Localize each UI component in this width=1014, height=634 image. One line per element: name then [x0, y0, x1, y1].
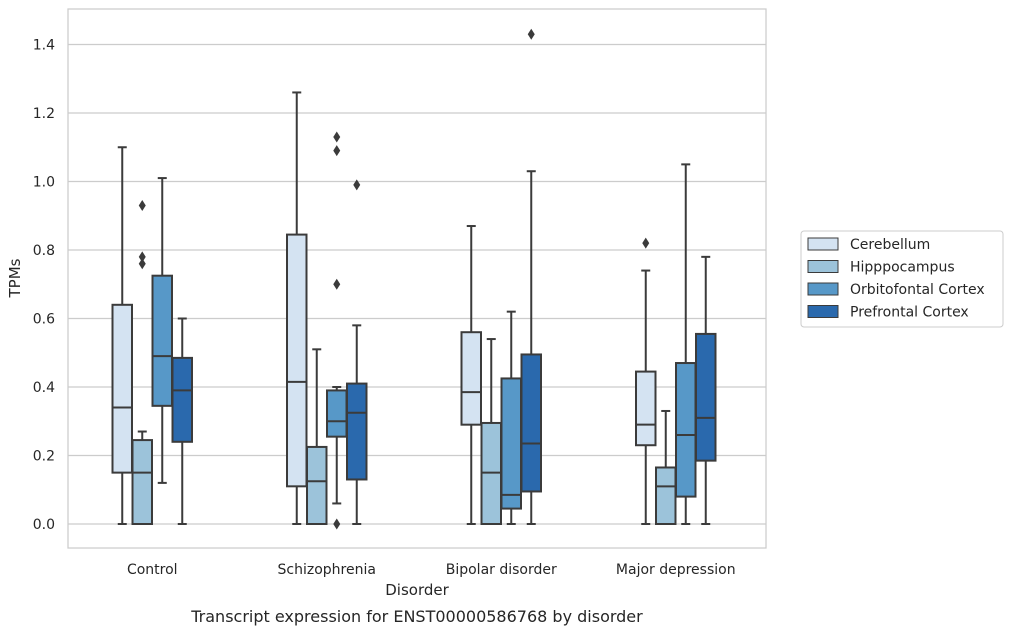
box-cerebellum: [460, 225, 482, 525]
box-orbitofontal-cortex: [675, 163, 697, 525]
box-iqr: [695, 332, 717, 462]
legend-swatch: [807, 305, 839, 318]
box-hipppocampus: [655, 409, 677, 525]
y-tick-label: 1.4: [33, 38, 55, 54]
box-iqr: [460, 331, 482, 426]
box-cerebellum: [111, 146, 133, 525]
box-prefrontal-cortex: [171, 317, 193, 525]
box-iqr: [635, 370, 657, 447]
x-tick-labels: Control Schizophrenia Bipolar disorder Majo…: [127, 562, 736, 578]
box-layer: [111, 28, 717, 530]
figure-caption: Transcript expression for ENST0000058676…: [190, 607, 643, 626]
legend-swatch: [807, 237, 839, 251]
plot-frame: [67, 8, 767, 549]
box-iqr: [131, 439, 153, 525]
x-tick-label: Schizophrenia: [278, 562, 376, 578]
x-tick-label: Bipolar disorder: [446, 562, 557, 578]
x-axis-title: Disorder: [385, 581, 449, 599]
box-cerebellum: [635, 237, 657, 525]
box-iqr: [675, 362, 697, 498]
outlier-point: [333, 278, 341, 290]
outlier-point: [138, 251, 146, 263]
box-orbitofontal-cortex: [500, 310, 522, 525]
y-tick-label: 1.2: [33, 106, 55, 122]
outlier-point: [138, 199, 146, 211]
legend-items: Cerebellum Hipppocampus Orbitofontal Corte…: [807, 237, 985, 321]
box-hipppocampus: [306, 348, 328, 525]
x-tick-label: Major depression: [616, 562, 736, 578]
y-tick-label: 0.4: [33, 380, 55, 396]
box-iqr: [346, 382, 368, 481]
box-iqr: [171, 356, 193, 443]
legend-label: Cerebellum: [850, 237, 930, 253]
box-orbitofontal-cortex: [151, 177, 173, 484]
box-prefrontal-cortex: [520, 28, 542, 525]
box-hipppocampus: [480, 338, 502, 525]
legend-label: Prefrontal Cortex: [850, 305, 969, 321]
box-hipppocampus: [131, 199, 153, 525]
outlier-point: [333, 145, 341, 157]
legend: Cerebellum Hipppocampus Orbitofontal Corte…: [800, 230, 1004, 328]
outlier-point: [353, 179, 361, 191]
legend-frame: [800, 230, 1004, 328]
legend-swatch: [807, 260, 839, 273]
box-iqr: [286, 233, 308, 488]
box-iqr: [520, 353, 542, 493]
box-iqr: [655, 466, 677, 525]
x-tick-label: Control: [127, 562, 178, 578]
y-tick-label: 0.2: [33, 449, 55, 465]
box-prefrontal-cortex: [695, 255, 717, 525]
box-iqr: [326, 389, 348, 438]
y-tick-label: 0.6: [33, 312, 55, 328]
legend-swatch: [807, 282, 839, 296]
box-iqr: [111, 303, 133, 474]
legend-label: Orbitofontal Cortex: [850, 282, 985, 298]
box-prefrontal-cortex: [346, 179, 368, 525]
box-iqr: [500, 377, 522, 510]
box-orbitofontal-cortex: [326, 131, 348, 530]
y-tick-labels: 0.0 0.2 0.4 0.6 0.8 1.0 1.2 1.4: [33, 38, 55, 534]
y-tick-label: 0.0: [33, 517, 55, 533]
outlier-point: [333, 518, 341, 530]
outlier-point: [527, 28, 535, 40]
outlier-point: [642, 237, 650, 249]
box-cerebellum: [286, 91, 308, 525]
legend-label: Hipppocampus: [850, 260, 955, 276]
box-iqr: [151, 274, 173, 407]
y-tick-label: 1.0: [33, 175, 55, 191]
y-axis-title: TPMs: [6, 258, 24, 298]
y-tick-label: 0.8: [33, 243, 55, 259]
box-iqr: [306, 445, 328, 525]
outlier-point: [138, 258, 146, 270]
outlier-point: [333, 131, 341, 143]
